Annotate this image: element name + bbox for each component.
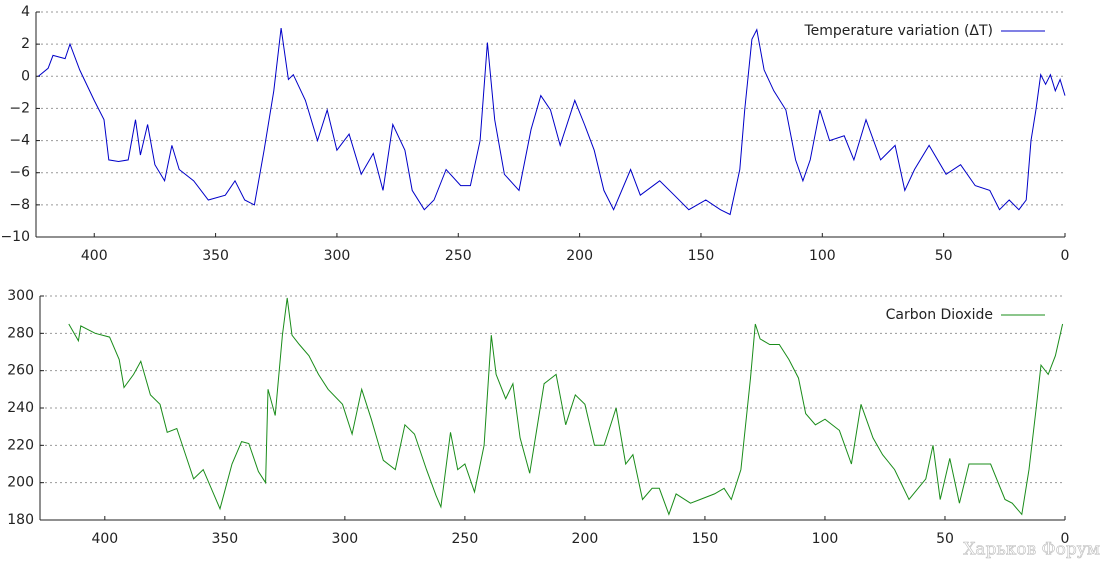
watermark: Харьков Форум (963, 540, 1100, 560)
y-tick-label: 240 (7, 400, 34, 416)
x-tick-label: 200 (566, 248, 593, 264)
y-tick-label: −6 (9, 165, 30, 181)
y-tick-label: −4 (9, 133, 30, 149)
x-tick-label: 300 (324, 248, 351, 264)
x-tick-label: 250 (445, 248, 472, 264)
x-tick-label: 350 (202, 248, 229, 264)
y-tick-label: 300 (7, 288, 34, 304)
y-tick-label: 280 (7, 325, 34, 341)
x-tick-label: 0 (1061, 248, 1070, 264)
x-tick-label: 350 (211, 531, 238, 547)
y-tick-label: 260 (7, 363, 34, 379)
y-tick-label: −8 (9, 197, 30, 213)
legend-label: Temperature variation (ΔT) (803, 23, 993, 39)
y-tick-label: 2 (21, 36, 30, 52)
x-tick-label: 150 (688, 248, 715, 264)
x-tick-label: 150 (692, 531, 719, 547)
legend-label: Carbon Dioxide (886, 307, 993, 323)
x-tick-label: 200 (572, 531, 599, 547)
x-tick-label: 50 (935, 248, 953, 264)
data-line (68, 297, 1064, 516)
x-tick-label: 100 (809, 248, 836, 264)
y-tick-label: −2 (9, 100, 30, 116)
y-tick-label: −10 (0, 229, 30, 245)
data-line (38, 28, 1066, 216)
y-tick-label: 220 (7, 437, 34, 453)
x-tick-label: 400 (91, 531, 118, 547)
y-tick-label: 200 (7, 475, 34, 491)
x-tick-label: 250 (452, 531, 479, 547)
y-tick-label: 180 (7, 512, 34, 528)
x-tick-label: 100 (812, 531, 839, 547)
y-tick-label: 0 (21, 68, 30, 84)
x-tick-label: 400 (81, 248, 108, 264)
y-tick-label: 4 (21, 4, 30, 20)
x-tick-label: 300 (331, 531, 358, 547)
x-tick-label: 50 (936, 531, 954, 547)
x-tick-label: 0 (1061, 531, 1070, 547)
